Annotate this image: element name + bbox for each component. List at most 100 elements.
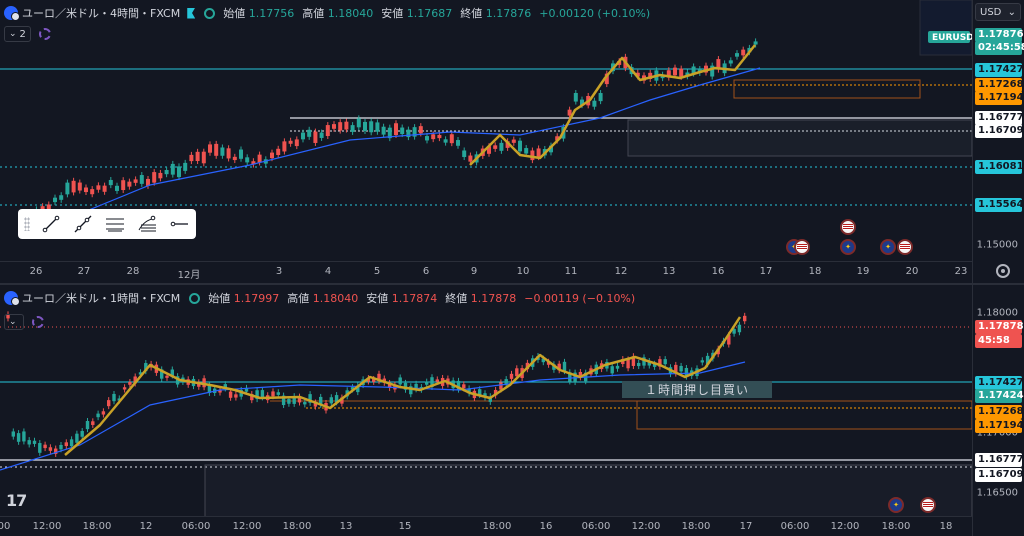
- time-tick-label: 00: [0, 521, 11, 532]
- price-level-label[interactable]: 1.17427: [975, 376, 1024, 390]
- candle: [615, 362, 620, 372]
- candle: [437, 131, 442, 142]
- candle-body: [567, 109, 572, 116]
- candle: [102, 182, 107, 195]
- flag-icon[interactable]: [187, 7, 196, 19]
- candle: [344, 118, 349, 133]
- candle: [493, 142, 498, 152]
- drawing-toolbar[interactable]: [18, 209, 196, 239]
- economic-event-us-icon[interactable]: [840, 219, 856, 235]
- indicator-row: ⌄: [4, 314, 44, 330]
- candle-body: [663, 359, 667, 365]
- price-tick-label: 1.18000: [976, 307, 1018, 319]
- candle: [245, 154, 250, 166]
- candle-body: [344, 121, 349, 130]
- economic-event-us-icon[interactable]: [920, 497, 936, 513]
- price-level-label[interactable]: 1.17268: [975, 78, 1024, 92]
- candle-body: [674, 364, 678, 374]
- candle: [313, 128, 318, 146]
- gear-icon[interactable]: [996, 264, 1010, 278]
- candle-body: [175, 376, 180, 385]
- candle-body: [102, 185, 107, 192]
- indicators-toggle-button[interactable]: ⌄ 2: [4, 26, 31, 42]
- candle-body: [679, 365, 683, 372]
- extended-line-icon[interactable]: [72, 213, 94, 235]
- price-level-label[interactable]: 1.17268: [975, 405, 1024, 419]
- economic-event-us-icon[interactable]: [897, 239, 913, 255]
- candle: [356, 382, 360, 396]
- candle-body: [406, 129, 411, 138]
- price-chart-4h[interactable]: EURUSD: [0, 0, 972, 261]
- candle-body: [308, 394, 312, 403]
- candle: [403, 379, 408, 393]
- tradingview-logo[interactable]: 17: [6, 491, 27, 510]
- price-axis-1h[interactable]: 1.180001.175001.170001.165001.1787845:58…: [972, 285, 1024, 536]
- open-label: 始値: [208, 292, 231, 305]
- price-level-label[interactable]: 1.15564: [975, 198, 1024, 212]
- chevron-down-icon: ⌄: [9, 317, 17, 327]
- candle-body: [133, 376, 137, 384]
- economic-event-us-icon[interactable]: [794, 239, 810, 255]
- candle-body: [276, 392, 280, 395]
- price-level-label[interactable]: 1.17427: [975, 63, 1024, 77]
- candle: [549, 142, 553, 156]
- high-value: 1.18040: [312, 292, 359, 305]
- price-level-label[interactable]: 1.17424: [975, 389, 1024, 403]
- parallel-channel-icon[interactable]: [104, 213, 126, 235]
- indicators-toggle-button[interactable]: ⌄: [4, 314, 24, 330]
- time-tick-label: 12: [614, 266, 628, 277]
- economic-event-eu-icon[interactable]: [880, 239, 896, 255]
- candle: [332, 121, 336, 132]
- candle-body: [239, 149, 243, 159]
- price-level-label[interactable]: 1.17194: [975, 91, 1024, 105]
- indicator-loading-icon[interactable]: [38, 28, 51, 40]
- candle-body: [90, 189, 95, 195]
- candle: [160, 366, 164, 382]
- candle-body: [144, 363, 148, 372]
- price-level-label[interactable]: 1.17194: [975, 419, 1024, 433]
- chart-pane-4h[interactable]: EURUSD ユーロ／米ドル・4時間・FXCM 始値 1.17756 高値 1.…: [0, 0, 1024, 283]
- time-tick-label: 20: [905, 266, 919, 277]
- economic-event-eu-icon[interactable]: [840, 239, 856, 255]
- drag-handle-icon[interactable]: [24, 217, 30, 231]
- candle: [195, 148, 200, 165]
- price-level-label[interactable]: 1.17878: [975, 320, 1024, 334]
- candle: [77, 179, 82, 194]
- candle: [400, 124, 405, 138]
- candle: [226, 145, 231, 162]
- candle: [11, 428, 15, 440]
- chart-title[interactable]: ユーロ／米ドル・1時間・FXCM: [22, 292, 181, 305]
- currency-select[interactable]: USD ⌄: [975, 3, 1021, 21]
- time-tick-label: 11: [564, 266, 578, 277]
- time-axis-1h[interactable]: 00 12:00 18:00 12 06:00 12:00 18:00 13 15 18:00 16…: [0, 516, 972, 536]
- price-level-label[interactable]: 1.16777: [975, 111, 1024, 125]
- trend-line-icon[interactable]: [40, 213, 62, 235]
- time-tick-label: 16: [711, 266, 725, 277]
- candle-body: [307, 129, 312, 137]
- indicator-loading-icon[interactable]: [32, 316, 44, 328]
- candle-body: [11, 431, 15, 437]
- chart-title[interactable]: ユーロ／米ドル・4時間・FXCM: [22, 7, 181, 20]
- chart-pane-1h[interactable]: ユーロ／米ドル・1時間・FXCM 始値 1.17997 高値 1.18040 安…: [0, 285, 1024, 536]
- price-level-label[interactable]: 1.16777: [975, 453, 1024, 467]
- price-level-label[interactable]: 1.17876: [975, 28, 1024, 42]
- economic-event-eu-icon[interactable]: [888, 497, 904, 513]
- price-chart-1h[interactable]: [0, 285, 972, 517]
- fib-icon[interactable]: [136, 213, 158, 235]
- price-level-label[interactable]: 1.16709: [975, 468, 1024, 482]
- price-level-label[interactable]: 1.16081: [975, 160, 1024, 174]
- candle-body: [319, 396, 323, 405]
- price-level-label[interactable]: 02:45:58: [975, 41, 1024, 55]
- price-level-label[interactable]: 1.16709: [975, 124, 1024, 138]
- buy-zone-label[interactable]: １時間押し目買い: [622, 381, 772, 398]
- time-axis-4h[interactable]: 26 27 28 12月 3 4 5 6 9 10 11 12 13 16 17 18 19 20 23: [0, 261, 972, 281]
- pane-divider[interactable]: [0, 283, 1024, 285]
- candle: [648, 69, 653, 82]
- price-axis-4h[interactable]: 1.15000 1.17876 02:45:58 1.17427 1.17268 1.17…: [972, 0, 1024, 283]
- candle: [281, 392, 286, 409]
- price-level-label[interactable]: 45:58: [975, 334, 1022, 348]
- horizontal-ray-icon[interactable]: [168, 213, 190, 235]
- time-tick-label: 18:00: [681, 521, 711, 532]
- candle: [80, 428, 84, 440]
- time-tick-label: 12:00: [232, 521, 262, 532]
